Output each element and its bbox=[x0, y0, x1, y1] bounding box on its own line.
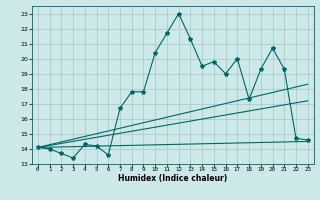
X-axis label: Humidex (Indice chaleur): Humidex (Indice chaleur) bbox=[118, 174, 228, 183]
